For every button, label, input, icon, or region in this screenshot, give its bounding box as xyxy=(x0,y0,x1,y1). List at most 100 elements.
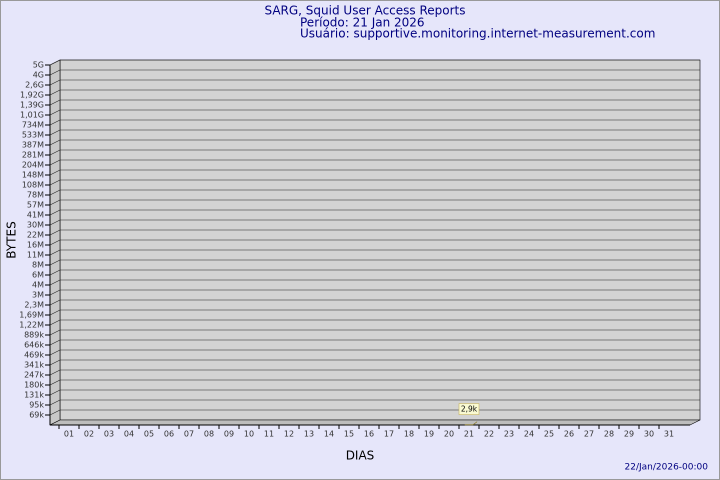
grid-line xyxy=(49,309,61,316)
y-tick-label: 95k xyxy=(29,401,44,410)
y-tick-label: 41M xyxy=(27,211,44,220)
grid-line xyxy=(49,189,61,196)
x-tick-label: 16 xyxy=(364,430,374,439)
chart-subtitle: Período: 21 Jan 2026 xyxy=(300,16,425,30)
y-tick-label: 204M xyxy=(22,161,44,170)
grid-line xyxy=(49,149,61,156)
y-tick-label: 1,39G xyxy=(20,101,44,110)
x-axis-label: DIAS xyxy=(346,449,375,463)
x-tick-label: 14 xyxy=(324,430,334,439)
grid-line xyxy=(49,329,61,336)
y-tick-label: 5G xyxy=(33,61,44,70)
grid-line xyxy=(49,219,61,226)
x-tick-label: 06 xyxy=(164,430,174,439)
grid-line xyxy=(49,239,61,246)
x-tick-label: 25 xyxy=(544,430,554,439)
x-tick-label: 08 xyxy=(204,430,214,439)
grid-line xyxy=(49,279,61,286)
x-tick-label: 19 xyxy=(424,430,434,439)
y-tick-label: 2,6G xyxy=(25,81,44,90)
grid-line xyxy=(49,59,61,66)
x-tick-label: 28 xyxy=(604,430,614,439)
grid-line xyxy=(49,379,61,386)
value-label: 2,9k xyxy=(461,405,478,414)
y-tick-label: 57M xyxy=(27,201,44,210)
grid-line xyxy=(49,349,61,356)
y-tick-label: 281M xyxy=(22,151,44,160)
y-axis-label: BYTES xyxy=(5,221,19,258)
grid-line xyxy=(49,159,61,166)
chart-title: SARG, Squid User Access Reports xyxy=(264,4,465,18)
y-tick-label: 108M xyxy=(22,181,44,190)
x-tick-label: 15 xyxy=(344,430,354,439)
x-tick-label: 18 xyxy=(404,430,414,439)
y-tick-label: 30M xyxy=(27,221,44,230)
y-tick-label: 4G xyxy=(33,71,44,80)
y-tick-label: 1,92G xyxy=(20,91,44,100)
x-tick-label: 03 xyxy=(104,430,114,439)
x-tick-label: 02 xyxy=(84,430,94,439)
grid-line xyxy=(49,89,61,96)
grid-line xyxy=(49,99,61,106)
x-tick-label: 31 xyxy=(664,430,674,439)
grid-line xyxy=(49,119,61,126)
x-tick-label: 11 xyxy=(264,430,274,439)
x-tick-label: 22 xyxy=(484,430,494,439)
x-tick-label: 26 xyxy=(564,430,574,439)
y-tick-label: 734M xyxy=(22,121,44,130)
y-tick-label: 646k xyxy=(24,341,44,350)
value-label-box xyxy=(458,403,480,415)
grid-line xyxy=(49,209,61,216)
y-tick-label: 1,01G xyxy=(20,111,44,120)
grid-line xyxy=(49,319,61,326)
y-tick-label: 180k xyxy=(24,381,44,390)
plot-floor xyxy=(49,419,701,426)
grid-line xyxy=(49,289,61,296)
y-tick-label: 2,3M xyxy=(24,301,44,310)
grid-line xyxy=(49,79,61,86)
x-tick-label: 01 xyxy=(64,430,74,439)
grid-line xyxy=(49,299,61,306)
x-tick-label: 21 xyxy=(464,430,474,439)
y-tick-label: 533M xyxy=(22,131,44,140)
grid-line xyxy=(49,389,61,396)
grid-line xyxy=(49,179,61,186)
y-tick-label: 16M xyxy=(27,241,44,250)
y-tick-label: 78M xyxy=(27,191,44,200)
footer: 22/Jan/2026-00:00 xyxy=(625,463,709,473)
x-tick-label: 29 xyxy=(624,430,634,439)
grid-line xyxy=(49,339,61,346)
y-tick-label: 889k xyxy=(24,331,44,340)
x-tick-label: 07 xyxy=(184,430,194,439)
x-tick-label: 27 xyxy=(584,430,594,439)
y-tick-label: 22M xyxy=(27,231,44,240)
grid-line xyxy=(49,129,61,136)
y-tick-label: 387M xyxy=(22,141,44,150)
grid-line xyxy=(49,269,61,276)
y-tick-label: 469k xyxy=(24,351,44,360)
y-tick-label: 247k xyxy=(24,371,44,380)
grid-line xyxy=(49,139,61,146)
grid-line xyxy=(49,369,61,376)
x-tick-label: 05 xyxy=(144,430,154,439)
y-tick-label: 341k xyxy=(24,361,44,370)
x-tick-label: 23 xyxy=(504,430,514,439)
y-tick-label: 11M xyxy=(27,251,44,260)
y-tick-label: 4M xyxy=(32,281,44,290)
y-tick-label: 69k xyxy=(29,411,44,420)
grid-line xyxy=(49,169,61,176)
grid-line xyxy=(49,109,61,116)
grid-line xyxy=(49,69,61,76)
grid-line xyxy=(49,199,61,206)
x-tick-label: 12 xyxy=(284,430,294,439)
grid-line xyxy=(49,409,61,416)
x-tick-label: 09 xyxy=(224,430,234,439)
grid-line xyxy=(49,259,61,266)
x-tick-label: 04 xyxy=(124,430,134,439)
chart-subtitle: Usuário: supportive.monitoring.internet-… xyxy=(300,27,655,41)
grid-line xyxy=(49,359,61,366)
x-tick-label: 13 xyxy=(304,430,314,439)
grid-line xyxy=(49,229,61,236)
x-tick-label: 30 xyxy=(644,430,654,439)
y-tick-label: 6M xyxy=(32,271,44,280)
